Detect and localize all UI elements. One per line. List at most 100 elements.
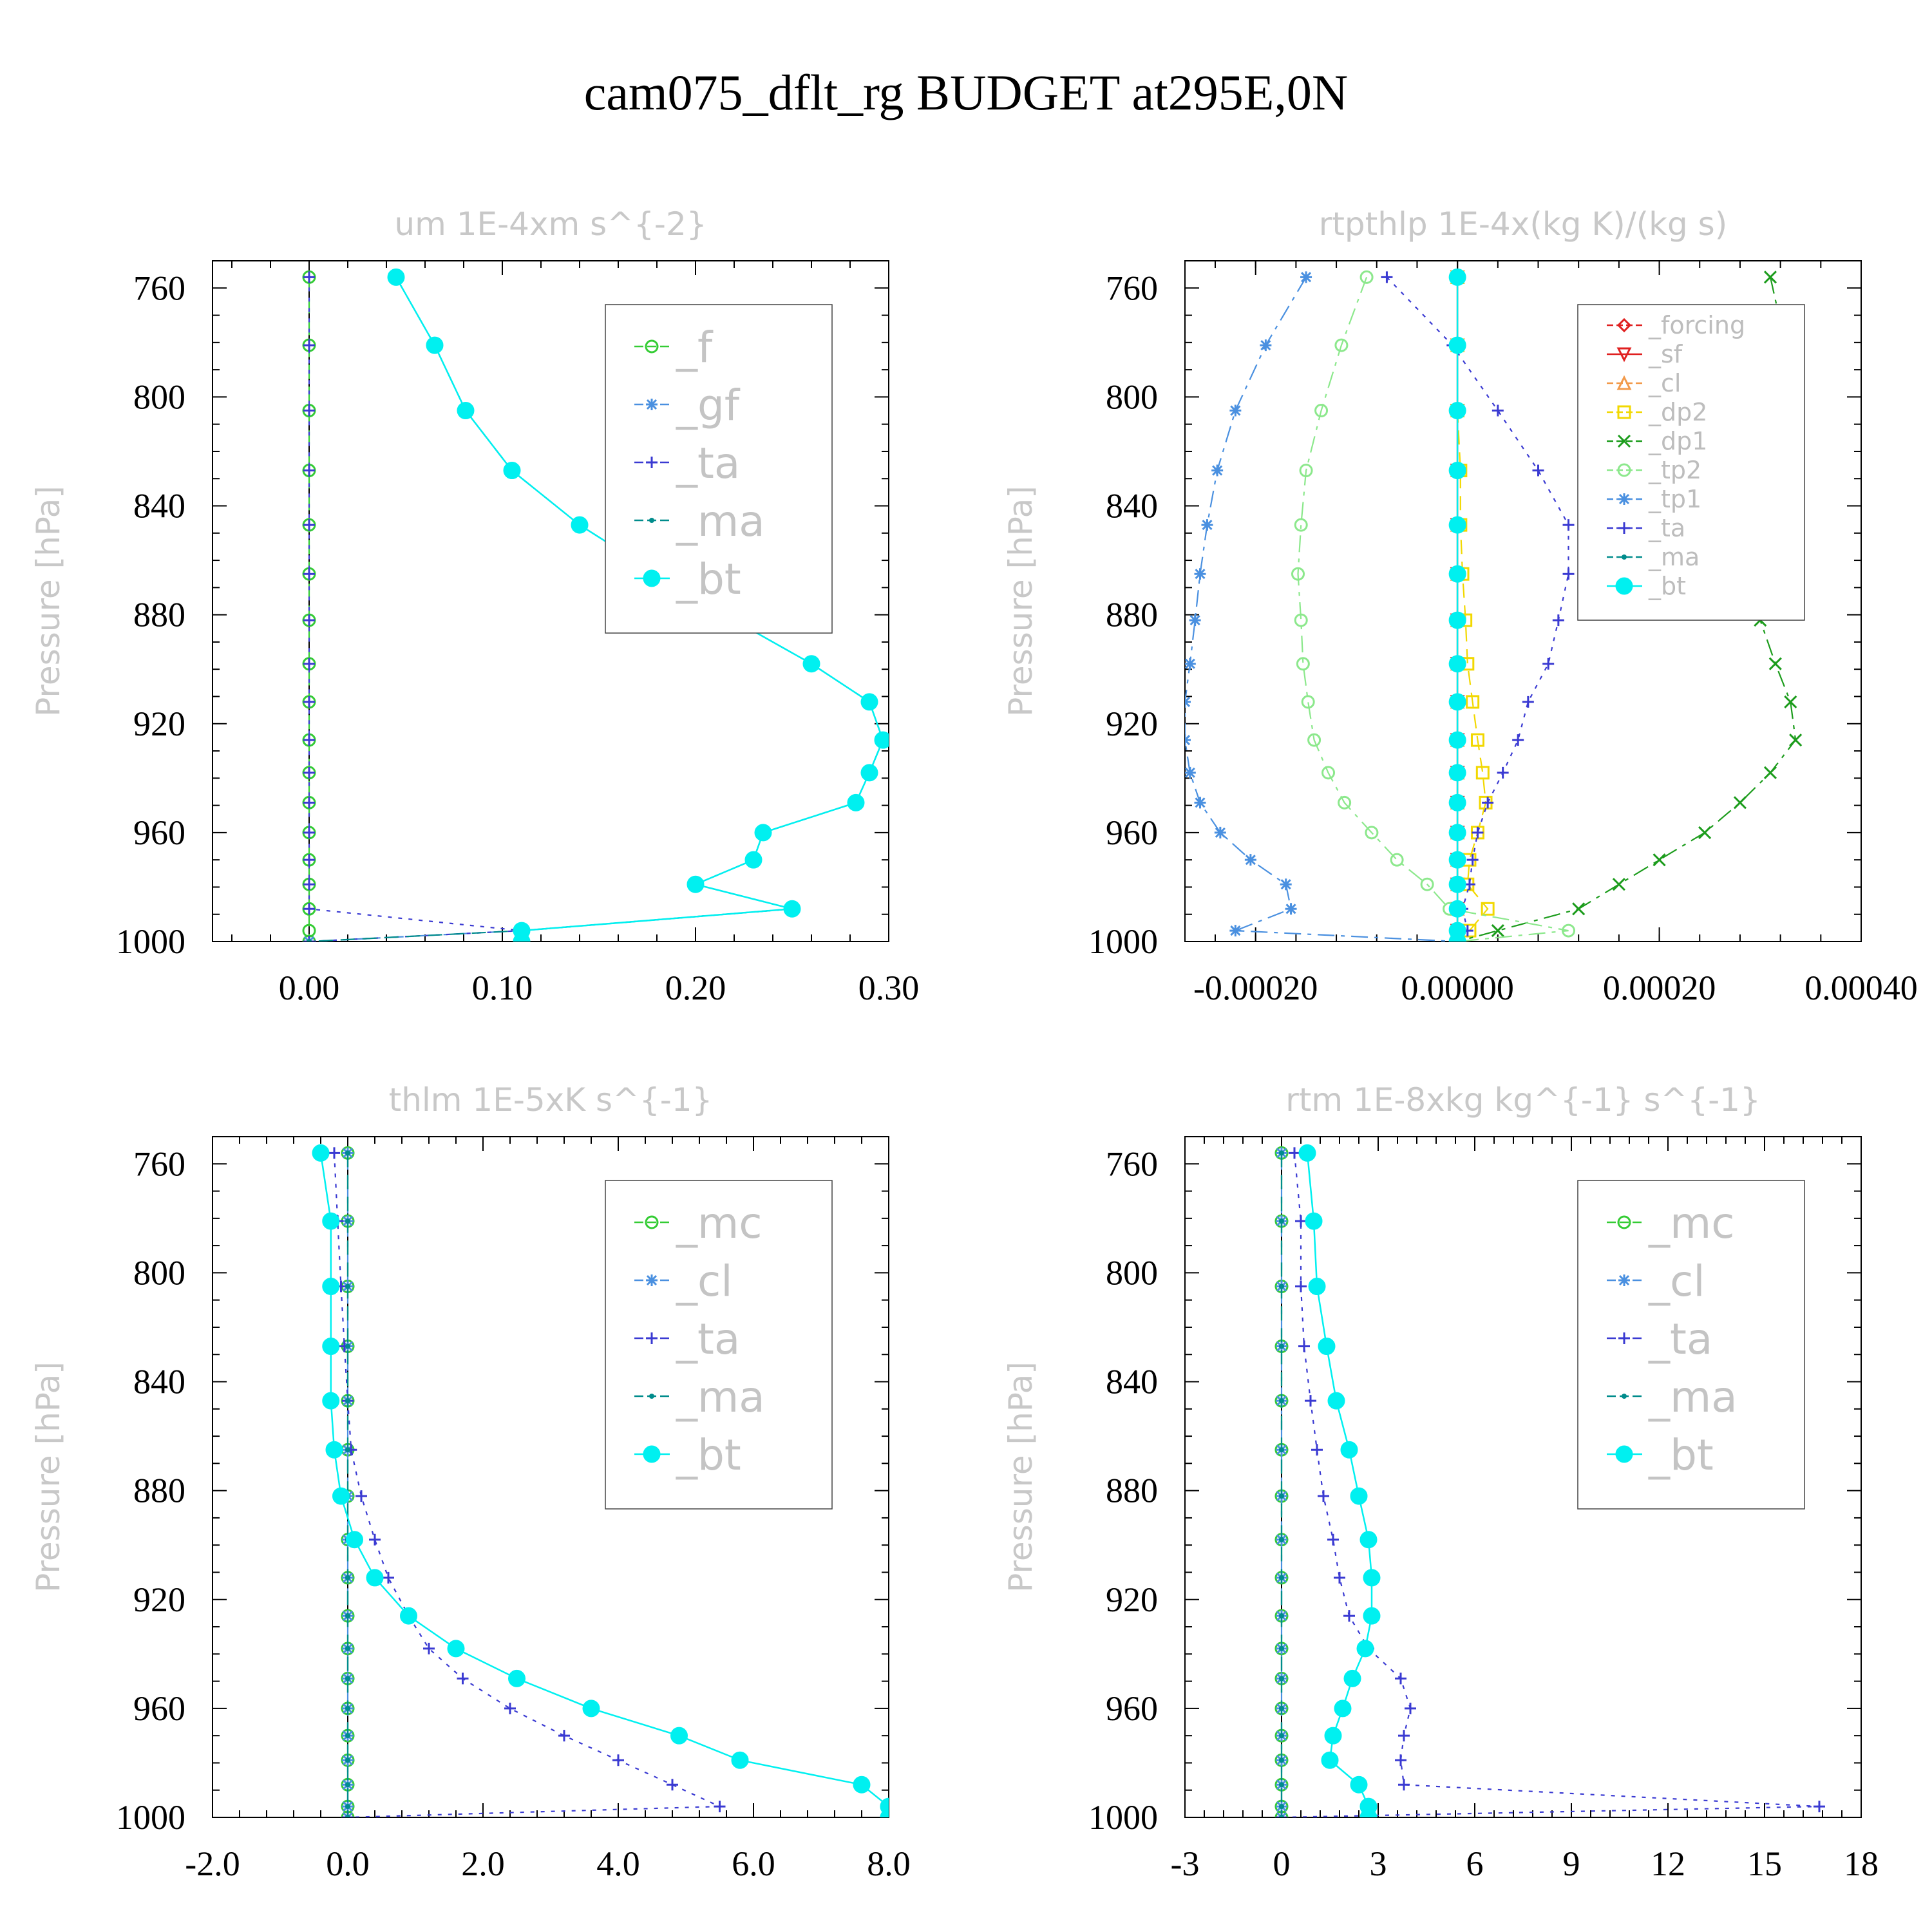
legend-label: _bt xyxy=(1648,572,1686,600)
data-point xyxy=(1512,734,1524,746)
y-tick-label: 880 xyxy=(133,596,185,634)
data-point xyxy=(504,1702,516,1714)
data-point xyxy=(687,875,705,893)
data-point xyxy=(345,1815,350,1817)
data-point xyxy=(1194,568,1206,580)
legend-label: _cl xyxy=(676,1256,733,1306)
legend-marker xyxy=(649,1394,654,1399)
x-tick-label: 0.30 xyxy=(858,969,920,1007)
data-point xyxy=(325,1441,343,1459)
data-point xyxy=(1324,1727,1342,1745)
data-point xyxy=(1299,464,1313,478)
data-point xyxy=(1279,1733,1284,1739)
legend-label: _ma xyxy=(1648,1372,1738,1422)
data-point xyxy=(1201,519,1213,531)
y-tick-label: 1000 xyxy=(1088,922,1158,961)
data-point xyxy=(1321,766,1336,780)
data-point xyxy=(1295,1215,1307,1227)
legend-label: _tp1 xyxy=(1648,485,1701,513)
data-point xyxy=(369,1533,381,1546)
data-point xyxy=(1334,1571,1345,1584)
data-point xyxy=(1448,793,1466,811)
data-point xyxy=(847,793,865,811)
plot-area xyxy=(302,268,889,942)
legend-marker xyxy=(1618,493,1630,505)
legend-label: _ta xyxy=(676,439,740,488)
data-point xyxy=(714,1801,726,1813)
plot-frame xyxy=(212,260,889,942)
x-tick-label: 2.0 xyxy=(461,1844,505,1883)
data-point xyxy=(457,402,475,420)
data-point xyxy=(1448,851,1466,869)
data-point xyxy=(1294,613,1308,627)
data-point xyxy=(1340,1441,1358,1459)
data-point xyxy=(303,464,315,477)
data-point xyxy=(1359,1808,1378,1817)
y-tick-label: 960 xyxy=(1106,813,1158,852)
y-tick-label: 960 xyxy=(133,1689,185,1728)
series-line-bt xyxy=(319,1153,889,1817)
legend-marker xyxy=(643,569,661,587)
legend-label: _tp2 xyxy=(1648,456,1701,484)
data-point xyxy=(1280,878,1292,891)
data-point xyxy=(345,1757,350,1763)
x-tick-label: 15 xyxy=(1747,1844,1782,1883)
data-point xyxy=(1562,519,1575,531)
y-tick-label: 920 xyxy=(1106,705,1158,743)
data-point xyxy=(1481,902,1495,916)
data-point xyxy=(1612,878,1625,891)
data-point xyxy=(1300,271,1312,283)
y-tick-label: 920 xyxy=(133,705,185,743)
y-tick-label: 840 xyxy=(133,487,185,526)
legend-marker xyxy=(1617,405,1631,419)
data-point xyxy=(1448,693,1466,711)
data-point xyxy=(345,1804,350,1810)
data-point xyxy=(1285,903,1297,915)
data-point xyxy=(322,1338,340,1356)
data-point xyxy=(880,1808,889,1817)
data-point xyxy=(1350,1776,1368,1794)
y-tick-label: 840 xyxy=(1106,487,1158,526)
data-point xyxy=(1448,875,1466,893)
plot-area xyxy=(1185,268,1803,942)
panel-title: rtm 1E-8xkg kg^{-1} s^{-1} xyxy=(1285,1081,1761,1119)
legend-label: _ma xyxy=(676,497,765,546)
data-point xyxy=(1279,1447,1284,1453)
data-point xyxy=(513,933,531,942)
data-point xyxy=(1279,1804,1284,1810)
panel-title: rtpthlp 1E-4x(kg K)/(kg s) xyxy=(1319,205,1727,243)
legend-marker xyxy=(1615,1445,1633,1463)
data-point xyxy=(1289,1147,1300,1159)
y-tick-label: 760 xyxy=(133,269,185,307)
data-point xyxy=(1448,900,1466,918)
data-point xyxy=(860,693,878,711)
chart-panel-2: rtpthlp 1E-4x(kg K)/(kg s) Pressure [hPa]… xyxy=(1002,205,1918,1007)
legend-label: _cl xyxy=(1648,1256,1705,1306)
data-point xyxy=(1472,826,1484,838)
legend-label: _ma xyxy=(676,1372,765,1422)
plot-area xyxy=(1274,1144,1825,1817)
data-point xyxy=(1448,268,1466,286)
data-point xyxy=(345,1150,350,1156)
data-point xyxy=(1522,696,1534,708)
data-point xyxy=(345,1218,350,1224)
data-point xyxy=(383,1571,394,1584)
data-point xyxy=(303,696,315,708)
series-line-ta xyxy=(1386,276,1569,942)
y-tick-label: 920 xyxy=(1106,1580,1158,1619)
data-point xyxy=(1475,766,1490,780)
x-tick-label: -3 xyxy=(1171,1844,1200,1883)
data-point xyxy=(1398,1779,1410,1791)
legend-marker xyxy=(1622,1394,1627,1399)
data-point xyxy=(303,797,315,809)
legend-label: _ma xyxy=(1648,543,1700,571)
data-point xyxy=(754,824,772,842)
x-tick-label: 9 xyxy=(1563,1844,1580,1883)
data-point xyxy=(1279,1757,1284,1763)
data-point xyxy=(346,1531,363,1549)
x-tick-label: -2.0 xyxy=(185,1844,240,1883)
data-point xyxy=(1395,1754,1406,1766)
legend-marker xyxy=(1615,577,1633,595)
data-point xyxy=(1814,1801,1825,1813)
